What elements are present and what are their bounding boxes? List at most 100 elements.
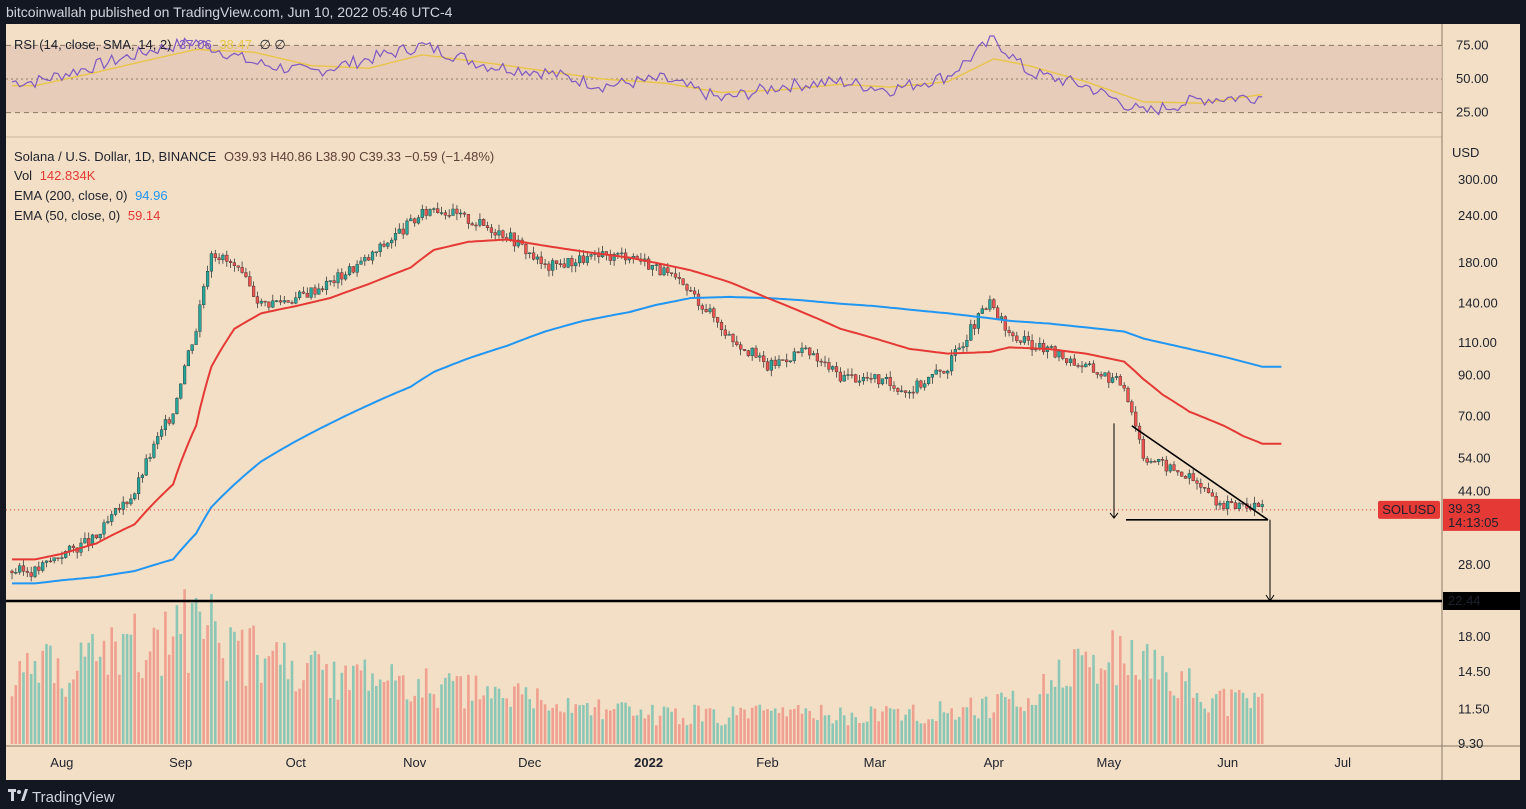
candle-body	[1068, 358, 1073, 363]
chart-svg[interactable]: 75.00 50.00 25.00 USD 300.00 240.00 180.00 140.…	[6, 24, 1520, 780]
candle-body	[750, 347, 754, 356]
volume-bar	[121, 634, 125, 744]
volume-bar	[271, 650, 275, 744]
candle-body	[317, 288, 321, 295]
volume-bar	[405, 699, 409, 744]
candle-body	[884, 377, 888, 379]
candle-body	[950, 355, 954, 372]
candle-body	[562, 263, 566, 268]
candle-body	[1164, 459, 1168, 472]
volume-bar	[237, 640, 240, 744]
candle-body	[528, 252, 532, 255]
volume-bar	[194, 598, 198, 744]
volume-bar	[643, 718, 647, 744]
volume-bar	[1076, 648, 1080, 744]
ema200-legend: EMA (200, close, 0) 94.96	[14, 188, 168, 203]
time-axis-label: Dec	[518, 755, 542, 770]
volume-bar	[440, 684, 443, 744]
candle-body	[566, 257, 570, 268]
candle-body	[225, 254, 229, 262]
candle-body	[911, 391, 915, 394]
volume-bar	[478, 699, 482, 744]
candle-body	[650, 264, 654, 270]
volume-bar	[133, 613, 136, 744]
volume-bar	[873, 708, 877, 744]
vol-value: 142.834K	[39, 168, 96, 183]
candle-body	[1080, 365, 1084, 368]
volume-bar	[1134, 675, 1137, 744]
candle-body	[259, 300, 263, 304]
candle-body	[539, 256, 543, 264]
candle-body	[1122, 385, 1126, 389]
candle-body	[785, 359, 789, 363]
volume-bar	[961, 707, 965, 744]
price-tick-label: 110.00	[1458, 335, 1497, 350]
volume-bar	[1234, 692, 1237, 744]
ema50-legend: EMA (50, close, 0) 59.14	[14, 208, 160, 223]
ema50-line	[12, 238, 1282, 561]
volume-bar	[559, 711, 562, 744]
volume-bar	[409, 701, 413, 744]
volume-bar	[846, 725, 850, 744]
volume-bar	[896, 708, 900, 744]
rsi-extra: ∅ ∅	[259, 37, 286, 52]
candle-body	[1229, 501, 1234, 503]
candle-body	[420, 208, 424, 218]
volume-bar	[286, 679, 290, 744]
volume-bar	[459, 676, 462, 744]
candle-body	[1041, 343, 1046, 353]
volume-bar	[114, 641, 117, 744]
candle-body	[1061, 351, 1065, 359]
price-tick-label: 9.30	[1458, 736, 1483, 751]
volume-bar	[390, 664, 393, 744]
volume-bar	[988, 718, 992, 744]
candle-body	[21, 565, 26, 572]
candle-body	[850, 374, 854, 376]
volume-bar	[1080, 655, 1084, 744]
candle-body	[190, 344, 194, 351]
volume-bar	[869, 706, 873, 744]
volume-bar	[1092, 654, 1095, 744]
price-tick-label: 240.00	[1458, 208, 1498, 223]
volume-bar	[1211, 698, 1214, 744]
volume-bar	[1145, 644, 1149, 744]
volume-bar	[950, 708, 953, 744]
volume-bar	[317, 654, 321, 744]
chart-frame[interactable]: 75.00 50.00 25.00 USD 300.00 240.00 180.00 140.…	[6, 24, 1520, 780]
volume-bar	[279, 664, 282, 744]
volume-bar	[957, 717, 961, 744]
candle-body	[474, 224, 478, 227]
candle-body	[681, 278, 685, 285]
candle-body	[336, 272, 340, 284]
volume-bar	[60, 688, 64, 744]
candle-body	[25, 570, 29, 573]
pattern-height-arrowhead	[1109, 512, 1119, 519]
volume-bar	[1004, 697, 1007, 744]
candle-body	[988, 299, 992, 310]
volume-bar	[1053, 686, 1057, 744]
volume-bar	[562, 712, 566, 744]
volume-bar	[444, 677, 447, 744]
price-tick-label: 180.00	[1458, 255, 1498, 270]
candle-body	[462, 212, 467, 215]
candle-body	[48, 560, 52, 563]
candle-body	[555, 260, 559, 264]
candle-body	[482, 219, 486, 226]
candle-body	[309, 287, 313, 298]
volume-bar	[1019, 707, 1022, 744]
volume-bar	[593, 707, 597, 744]
candle-body	[1210, 492, 1214, 497]
candle-body	[386, 242, 390, 247]
volume-bar	[1122, 663, 1126, 744]
candle-body	[907, 391, 911, 394]
candle-body	[359, 260, 363, 265]
volume-bar	[816, 720, 819, 744]
volume-bar	[332, 661, 336, 744]
volume-bar	[1042, 674, 1045, 744]
volume-bar	[306, 663, 309, 744]
volume-bar	[547, 710, 551, 744]
last-price-label: 39.33	[1448, 501, 1481, 516]
volume-bar	[371, 673, 374, 744]
volume-bar	[601, 719, 604, 744]
volume-bar	[934, 721, 938, 744]
